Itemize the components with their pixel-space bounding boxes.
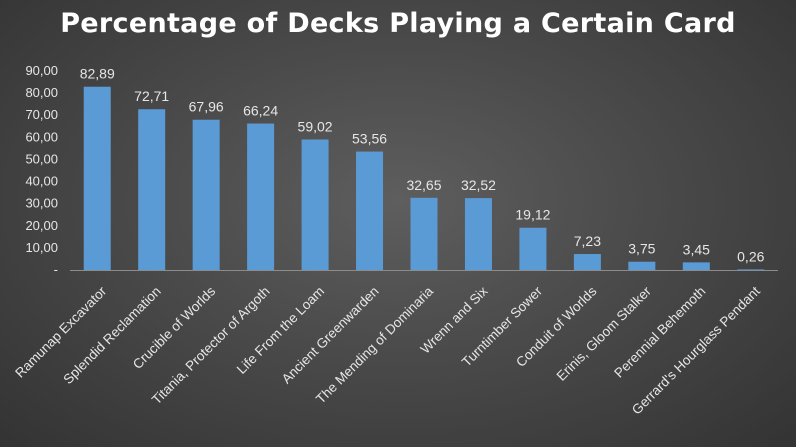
y-tick-label: 20,00 (25, 218, 58, 233)
data-label: 32,52 (461, 177, 496, 193)
bar (737, 269, 765, 271)
data-label: 19,12 (515, 207, 550, 223)
bar (301, 139, 329, 270)
x-tick-label: Ancient Greenwarden (279, 284, 382, 387)
y-tick-label: - (54, 262, 58, 277)
data-label: 3,45 (683, 241, 710, 257)
data-label: 66,24 (243, 103, 278, 119)
bar (247, 123, 275, 270)
data-label: 72,71 (134, 88, 169, 104)
x-tick-label: Perennial Behemoth (611, 284, 708, 381)
y-tick-label: 10,00 (25, 240, 58, 255)
bar (573, 254, 601, 270)
data-label: 59,02 (298, 119, 333, 135)
y-tick-label: 50,00 (25, 151, 58, 166)
y-tick-label: 80,00 (25, 85, 58, 100)
x-tick-label: Ramunap Excavator (12, 283, 109, 380)
y-tick-label: 30,00 (25, 196, 58, 211)
data-label: 67,96 (189, 99, 224, 115)
y-tick-label: 60,00 (25, 129, 58, 144)
bar (519, 227, 547, 270)
x-tick-label: Erinis, Gloom Stalker (554, 283, 655, 384)
y-tick-label: 70,00 (25, 107, 58, 122)
bar (464, 198, 492, 270)
y-tick-label: 40,00 (25, 174, 58, 189)
bar (192, 119, 220, 271)
data-label: 32,65 (406, 177, 441, 193)
bar (682, 262, 710, 270)
x-tick-label: Splendid Reclamation (60, 284, 163, 387)
chart-title: Percentage of Decks Playing a Certain Ca… (60, 8, 736, 39)
data-label: 3,75 (628, 241, 655, 257)
data-label: 0,26 (737, 248, 764, 264)
bar (83, 86, 111, 270)
bar (628, 261, 656, 270)
data-label: 7,23 (574, 233, 601, 249)
bar (356, 151, 384, 270)
bar (410, 197, 438, 270)
data-label: 82,89 (80, 66, 115, 82)
data-label: 53,56 (352, 131, 387, 147)
y-tick-label: 90,00 (25, 63, 58, 78)
bar (138, 109, 166, 271)
